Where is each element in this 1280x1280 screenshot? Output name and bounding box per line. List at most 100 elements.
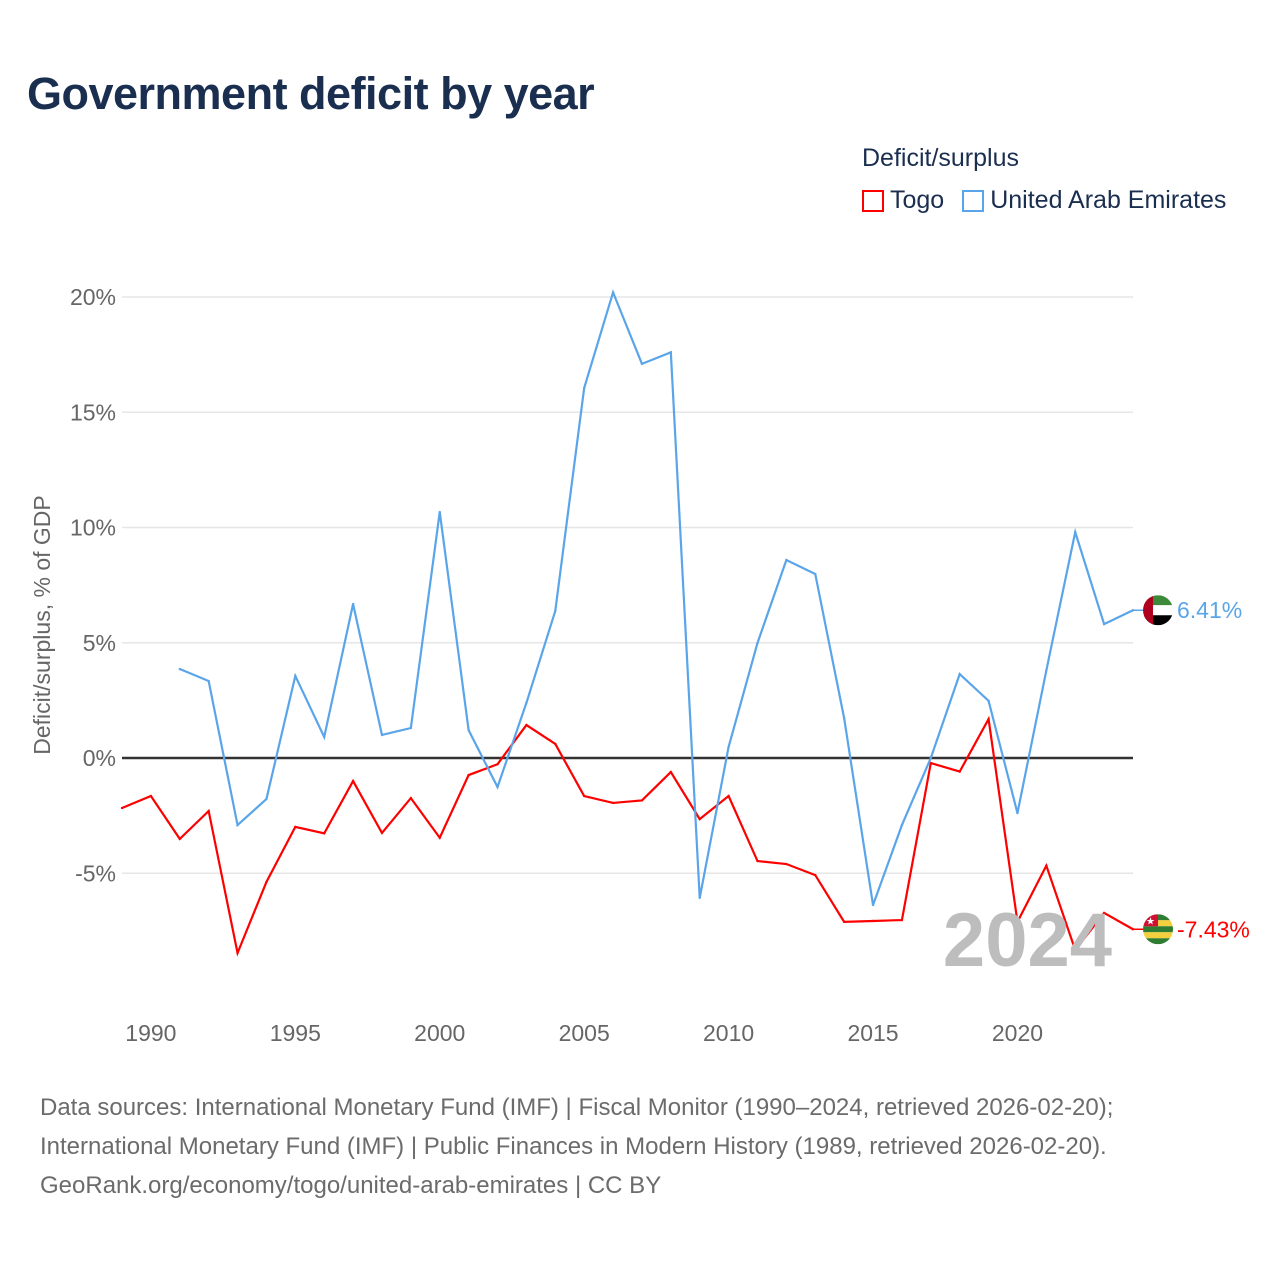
data-point — [871, 919, 875, 923]
data-point — [582, 386, 586, 390]
data-point — [380, 831, 384, 835]
data-point — [351, 779, 355, 783]
data-point — [698, 817, 701, 821]
legend-label-uae: United Arab Emirates — [990, 186, 1227, 214]
data-point — [669, 351, 673, 354]
data-point — [409, 726, 413, 730]
data-point — [727, 745, 730, 749]
y-tick-label: 20% — [70, 284, 116, 310]
y-tick-label: 15% — [70, 399, 116, 425]
data-point — [554, 609, 557, 613]
legend-item-uae[interactable]: United Arab Emirates — [962, 186, 1226, 215]
data-point — [207, 679, 210, 683]
data-point — [900, 918, 904, 922]
data-point — [438, 510, 441, 514]
data-point — [120, 806, 124, 810]
series-line-togo — [121, 715, 1134, 957]
data-point — [756, 641, 759, 645]
data-point — [467, 773, 470, 777]
series-line-uae — [179, 289, 1134, 906]
legend-label-togo: Togo — [890, 186, 945, 214]
data-point — [1016, 920, 1019, 924]
chart-title: Government deficit by year — [27, 68, 595, 119]
data-point — [380, 733, 384, 737]
legend-item-togo[interactable]: Togo — [862, 186, 944, 215]
year-watermark: 2024 — [943, 898, 1112, 983]
data-point — [1102, 911, 1106, 915]
legend-title: Deficit/surplus — [862, 144, 1019, 172]
data-point — [1045, 864, 1048, 867]
data-point — [785, 862, 788, 866]
y-axis-label: Deficit/surplus, % of GDP — [29, 495, 55, 754]
data-point — [958, 770, 961, 773]
data-point — [294, 674, 297, 678]
data-point — [756, 859, 759, 863]
data-point — [929, 761, 932, 765]
data-point — [1074, 530, 1077, 534]
legend: Togo United Arab Emirates — [862, 186, 1226, 215]
end-value-label: -7.43% — [1177, 916, 1250, 942]
footer-source-1: Data sources: International Monetary Fun… — [40, 1094, 1114, 1121]
data-point — [987, 717, 990, 721]
data-point — [958, 672, 961, 676]
data-point — [554, 742, 557, 746]
data-point — [640, 799, 644, 802]
legend-swatch-togo — [862, 189, 884, 212]
data-point — [1074, 948, 1077, 952]
data-point — [265, 880, 268, 884]
data-point — [294, 825, 297, 829]
legend-swatch-uae — [962, 189, 985, 212]
data-point — [871, 903, 875, 907]
data-point — [929, 756, 932, 760]
footer-source-2: International Monetary Fund (IMF) | Publ… — [40, 1133, 1107, 1160]
data-point — [409, 796, 413, 800]
data-point — [236, 951, 239, 955]
data-point — [178, 837, 181, 841]
data-point — [525, 723, 528, 727]
x-tick-label: 1995 — [270, 1020, 321, 1046]
data-point — [582, 794, 586, 798]
data-point — [323, 735, 326, 739]
data-point — [438, 836, 441, 839]
data-point — [467, 728, 470, 732]
data-point — [842, 920, 846, 924]
togo-flag-icon: ★ — [1143, 914, 1173, 945]
y-tick-label: 5% — [83, 630, 116, 656]
data-point — [265, 797, 268, 801]
footer-link[interactable]: GeoRank.org/economy/togo/united-arab-emi… — [40, 1172, 662, 1199]
x-tick-label: 2020 — [992, 1020, 1043, 1046]
data-point — [496, 763, 499, 766]
data-point — [900, 823, 904, 827]
y-tick-label: 0% — [83, 745, 116, 771]
data-point — [611, 291, 615, 294]
data-point — [1045, 669, 1048, 672]
x-tick-label: 2000 — [414, 1020, 465, 1046]
data-point — [698, 896, 701, 900]
x-tick-label: 2010 — [703, 1020, 754, 1046]
data-point — [785, 558, 788, 562]
x-tick-label: 1990 — [125, 1020, 176, 1046]
data-point — [1016, 811, 1019, 815]
x-tick-label: 2005 — [559, 1020, 610, 1046]
end-value-label: 6.41% — [1177, 597, 1242, 623]
data-point — [669, 770, 673, 774]
data-point — [178, 667, 181, 671]
data-point — [611, 801, 615, 805]
footer: Data sources: International Monetary Fun… — [40, 1088, 1113, 1205]
data-point — [323, 832, 326, 835]
y-tick-label: 10% — [70, 515, 116, 541]
data-point — [496, 785, 499, 789]
data-point — [987, 699, 990, 703]
svg-text:★: ★ — [1146, 916, 1155, 927]
data-point — [525, 701, 528, 705]
data-point — [149, 794, 153, 798]
data-point — [207, 809, 210, 813]
data-point — [236, 823, 239, 827]
uae-flag-icon — [1143, 595, 1173, 626]
data-point — [814, 572, 817, 576]
data-point — [842, 716, 846, 720]
data-point — [727, 794, 730, 798]
y-tick-label: -5% — [75, 860, 116, 886]
x-tick-label: 2015 — [847, 1020, 898, 1046]
